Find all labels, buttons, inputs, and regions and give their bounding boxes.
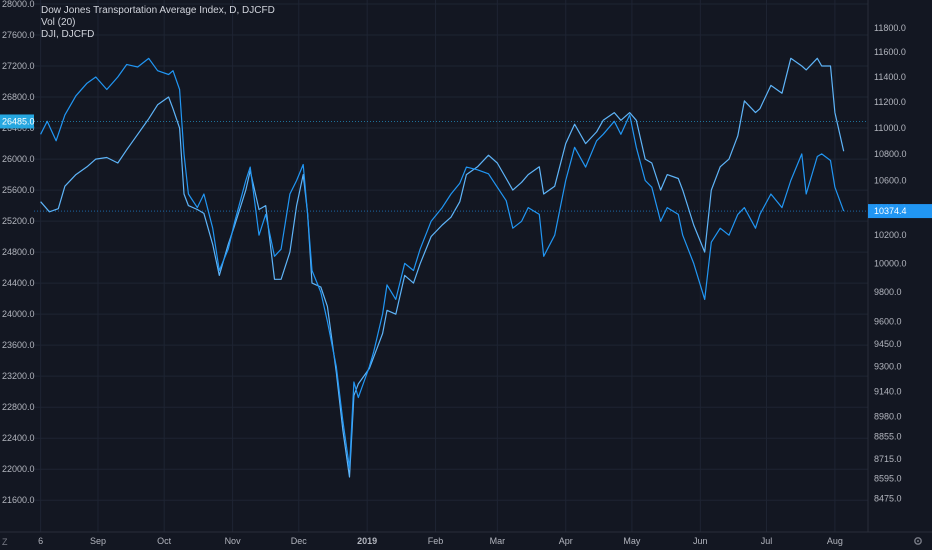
left-axis[interactable]: 21600.0 22000.0 22400.0 22800.0 23200.0 23600… xyxy=(2,0,35,505)
left-axis-label: 25600.0 xyxy=(2,185,35,195)
time-axis-label: Dec xyxy=(291,536,308,546)
right-axis-label: 9140.0 xyxy=(874,386,902,396)
time-axis[interactable]: 6 Sep Oct Nov Dec 2019 Feb Mar Apr May Jun Jul Aug xyxy=(38,536,843,546)
right-axis[interactable]: 8475.0 8595.0 8715.0 8855.0 8980.0 9140.0 9300… xyxy=(874,23,907,504)
left-axis-label: 26000.0 xyxy=(2,154,35,164)
right-axis-label: 9800.0 xyxy=(874,287,902,297)
right-axis-label: 11000.0 xyxy=(874,123,906,133)
grid-lines xyxy=(34,0,868,532)
time-axis-label: Nov xyxy=(225,536,242,546)
time-axis-label: Aug xyxy=(827,536,843,546)
left-axis-label: 23200.0 xyxy=(2,371,35,381)
left-axis-label: 23600.0 xyxy=(2,340,35,350)
chart-legend: Dow Jones Transportation Average Index, … xyxy=(41,5,275,41)
right-axis-label: 8595.0 xyxy=(874,474,902,484)
left-axis-label: 22400.0 xyxy=(2,433,35,443)
right-price-tag xyxy=(868,204,932,219)
time-axis-label: Oct xyxy=(157,536,172,546)
time-axis-label: Feb xyxy=(428,536,444,546)
left-price-tag xyxy=(0,114,34,129)
left-axis-label: 27200.0 xyxy=(2,61,35,71)
legend-compare-symbol[interactable]: DJI, DJCFD xyxy=(41,29,95,40)
right-axis-label: 10600.0 xyxy=(874,175,907,185)
series-line-dji xyxy=(40,57,845,478)
chart-settings-icon[interactable] xyxy=(912,535,924,547)
left-axis-label: 27600.0 xyxy=(2,30,35,40)
left-axis-label: 28000.0 xyxy=(2,0,35,9)
left-axis-label: 22000.0 xyxy=(2,464,35,474)
left-axis-label: 22800.0 xyxy=(2,402,35,412)
right-axis-label: 8475.0 xyxy=(874,494,902,504)
right-axis-label: 11400.0 xyxy=(874,72,906,82)
left-axis-label: 25200.0 xyxy=(2,216,35,226)
price-tags: 26485.0 10374.4 xyxy=(0,114,932,219)
right-price-tag-label: 10374.4 xyxy=(874,206,907,216)
right-axis-label: 11600.0 xyxy=(874,47,906,57)
time-axis-label: Apr xyxy=(559,536,573,546)
left-axis-label: 24800.0 xyxy=(2,247,35,257)
right-axis-label: 11800.0 xyxy=(874,23,906,33)
time-axis-label: Jul xyxy=(761,536,773,546)
right-axis-label: 10800.0 xyxy=(874,149,907,159)
right-axis-label: 9300.0 xyxy=(874,362,902,372)
time-axis-label: 6 xyxy=(38,536,43,546)
legend-title[interactable]: Dow Jones Transportation Average Index, … xyxy=(41,5,275,16)
time-axis-label: Jun xyxy=(693,536,708,546)
right-axis-label: 8855.0 xyxy=(874,431,902,441)
time-axis-label: Mar xyxy=(490,536,506,546)
left-price-tag-label: 26485.0 xyxy=(2,116,35,126)
legend-volume[interactable]: Vol (20) xyxy=(41,17,76,28)
right-axis-label: 10200.0 xyxy=(874,230,907,240)
left-axis-label: 24000.0 xyxy=(2,309,35,319)
right-axis-label: 8980.0 xyxy=(874,411,902,421)
series-line-djt xyxy=(40,57,845,469)
right-axis-label: 8715.0 xyxy=(874,454,902,464)
right-axis-label: 9600.0 xyxy=(874,316,902,326)
time-axis-label: May xyxy=(623,536,641,546)
time-axis-label: Sep xyxy=(90,536,106,546)
series-group xyxy=(40,57,845,478)
right-axis-label: 9450.0 xyxy=(874,339,902,349)
right-axis-label: 11200.0 xyxy=(874,97,906,107)
left-axis-label: 24400.0 xyxy=(2,278,35,288)
left-axis-label: 26800.0 xyxy=(2,92,35,102)
left-axis-label: 21600.0 xyxy=(2,495,35,505)
zoom-reset-button[interactable]: Z xyxy=(2,537,8,547)
time-axis-label: 2019 xyxy=(357,536,377,546)
right-axis-label: 10000.0 xyxy=(874,258,907,268)
